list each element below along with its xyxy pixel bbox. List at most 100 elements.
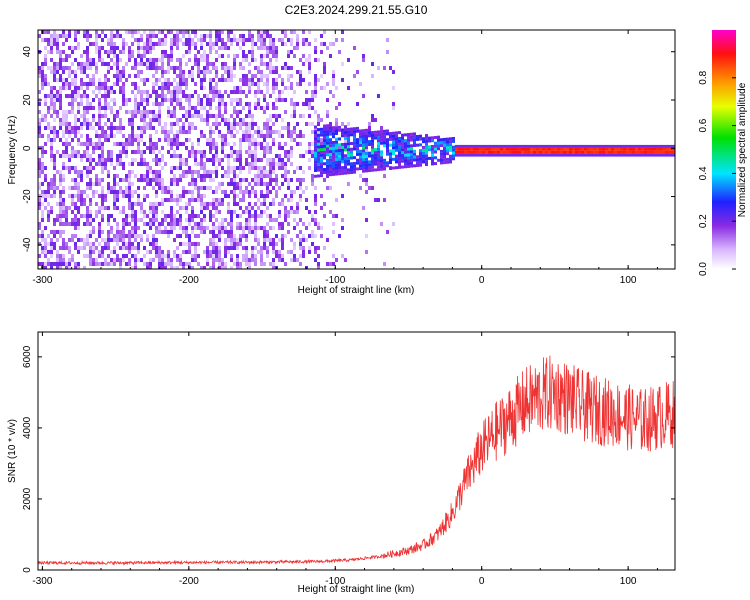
heatmap-cell xyxy=(260,158,263,162)
heatmap-cell xyxy=(152,142,155,146)
heatmap-cell xyxy=(221,262,224,266)
heatmap-cell xyxy=(179,222,182,226)
heatmap-cell xyxy=(185,130,188,134)
heatmap-cell xyxy=(143,98,146,102)
heatmap-cell xyxy=(170,214,173,218)
heatmap-cell xyxy=(74,154,77,158)
heatmap-cell xyxy=(59,78,62,82)
heatmap-cell xyxy=(266,238,269,242)
heatmap-cell xyxy=(404,153,407,157)
heatmap-cell xyxy=(293,110,296,114)
heatmap-cell xyxy=(281,242,284,246)
heatmap-cell xyxy=(86,138,89,142)
heatmap-cell xyxy=(185,218,188,222)
heatmap-cell xyxy=(86,50,89,54)
heatmap-cell xyxy=(137,186,140,190)
heatmap-cell xyxy=(302,102,305,106)
heatmap-cell xyxy=(83,154,86,158)
heatmap-cell xyxy=(44,54,47,58)
heatmap-cell xyxy=(110,34,113,38)
heatmap-cell xyxy=(476,150,479,154)
heatmap-cell xyxy=(98,138,101,142)
heatmap-cell xyxy=(146,266,149,269)
heatmap-cell xyxy=(122,38,125,42)
heatmap-cell xyxy=(449,154,452,158)
heatmap-cell xyxy=(302,238,305,242)
heatmap-cell xyxy=(263,194,266,198)
heatmap-cell xyxy=(68,30,71,34)
heatmap-cell xyxy=(248,266,251,269)
heatmap-cell xyxy=(134,102,137,106)
heatmap-cell xyxy=(203,218,206,222)
heatmap-cell xyxy=(41,66,44,70)
heatmap-cell xyxy=(230,234,233,238)
heatmap-cell xyxy=(254,166,257,170)
heatmap-cell xyxy=(623,153,626,157)
heatmap-cell xyxy=(155,190,158,194)
heatmap-cell xyxy=(278,74,281,78)
heatmap-cell xyxy=(170,90,173,94)
heatmap-cell xyxy=(89,262,92,266)
heatmap-cell xyxy=(167,142,170,146)
heatmap-cell xyxy=(254,162,257,166)
heatmap-cell xyxy=(167,190,170,194)
heatmap-cell xyxy=(215,170,218,174)
heatmap-cell xyxy=(74,30,77,34)
heatmap-cell xyxy=(458,150,461,154)
heatmap-cell xyxy=(68,246,71,250)
heatmap-cell xyxy=(59,62,62,66)
heatmap-cell xyxy=(176,102,179,106)
heatmap-cell xyxy=(356,129,359,133)
heatmap-cell xyxy=(257,86,260,90)
heatmap-cell xyxy=(326,141,329,145)
heatmap-cell xyxy=(275,242,278,246)
heatmap-cell xyxy=(332,94,335,98)
heatmap-cell xyxy=(86,106,89,110)
heatmap-cell xyxy=(341,157,344,161)
heatmap-cell xyxy=(287,86,290,90)
heatmap-cell xyxy=(419,149,422,153)
snr-frame xyxy=(37,331,676,571)
heatmap-cell xyxy=(173,78,176,82)
heatmap-cell xyxy=(299,238,302,242)
heatmap-cell xyxy=(131,118,134,122)
heatmap-cell xyxy=(227,170,230,174)
heatmap-cell xyxy=(257,126,260,130)
heatmap-cell xyxy=(293,126,296,130)
heatmap-cell xyxy=(569,144,572,148)
heatmap-cell xyxy=(74,114,77,118)
heatmap-cell xyxy=(140,46,143,50)
heatmap-cell xyxy=(38,226,41,230)
heatmap-cell xyxy=(410,155,413,159)
heatmap-cell xyxy=(287,170,290,174)
heatmap-cell xyxy=(182,142,185,146)
heatmap-cell xyxy=(167,54,170,58)
heatmap-cell xyxy=(143,246,146,250)
heatmap-cell xyxy=(182,130,185,134)
heatmap-cell xyxy=(167,262,170,266)
heatmap-cell xyxy=(248,30,251,34)
heatmap-cell xyxy=(254,238,257,242)
heatmap-cell xyxy=(194,82,197,86)
heatmap-cell xyxy=(539,153,542,157)
heatmap-cell xyxy=(344,142,347,146)
top-y-tick-label: 0 xyxy=(22,145,33,151)
heatmap-cell xyxy=(179,198,182,202)
heatmap-cell xyxy=(101,46,104,50)
heatmap-cell xyxy=(314,157,317,161)
heatmap-cell xyxy=(56,34,59,38)
heatmap-cell xyxy=(218,54,221,58)
heatmap-cell xyxy=(266,162,269,166)
heatmap-cell xyxy=(143,50,146,54)
heatmap-cell xyxy=(302,62,305,66)
heatmap-cell xyxy=(209,138,212,142)
heatmap-cell xyxy=(305,238,308,242)
heatmap-cell xyxy=(380,222,383,226)
heatmap-cell xyxy=(155,98,158,102)
heatmap-cell xyxy=(221,174,224,178)
heatmap-cell xyxy=(59,50,62,54)
heatmap-cell xyxy=(92,78,95,82)
heatmap-cell xyxy=(665,147,668,151)
heatmap-cell xyxy=(71,78,74,82)
heatmap-cell xyxy=(71,70,74,74)
